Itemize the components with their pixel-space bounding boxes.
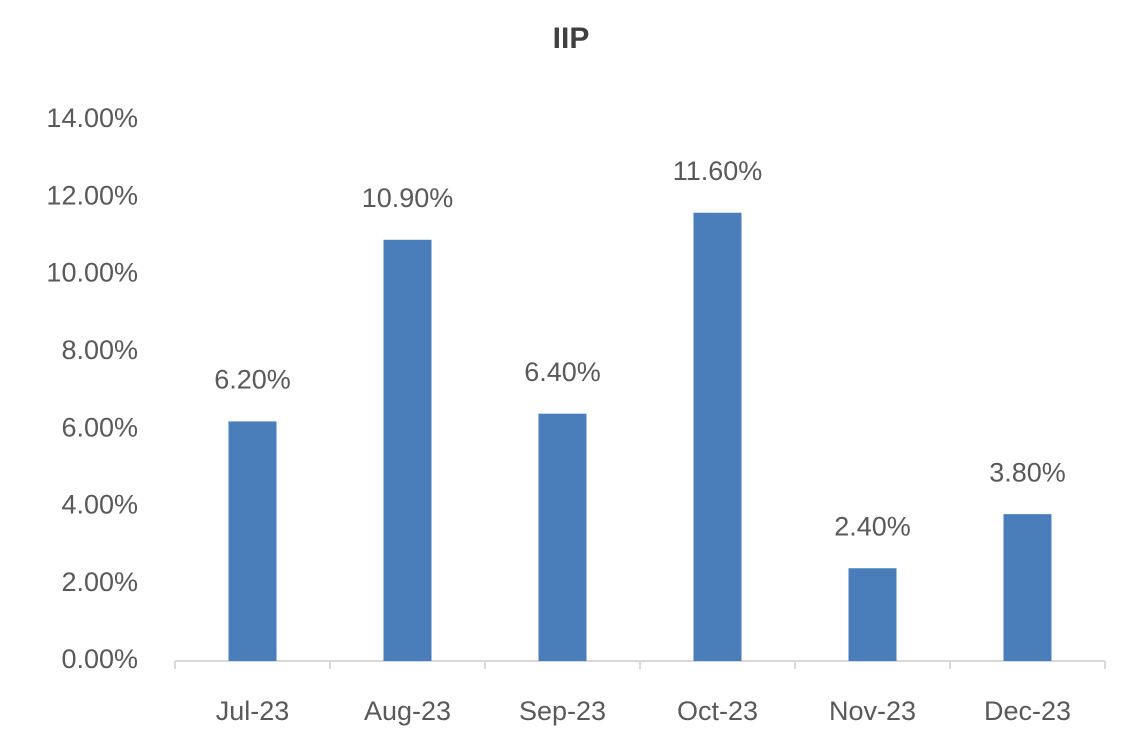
y-tick-label: 0.00%	[61, 644, 138, 674]
x-tick-label: Dec-23	[984, 696, 1071, 726]
data-label: 6.20%	[214, 365, 291, 395]
bar	[848, 568, 897, 661]
bar	[1003, 514, 1052, 661]
bar	[228, 421, 277, 661]
bar	[693, 212, 742, 661]
y-tick-label: 14.00%	[46, 103, 138, 133]
chart-title: IIP	[553, 22, 590, 55]
data-label: 2.40%	[834, 511, 911, 541]
y-tick-label: 12.00%	[46, 180, 138, 210]
y-tick-label: 10.00%	[46, 258, 138, 288]
data-label: 10.90%	[362, 183, 454, 213]
y-tick-label: 6.00%	[61, 412, 138, 442]
bar	[383, 239, 432, 662]
y-tick-label: 4.00%	[61, 490, 138, 520]
data-label: 11.60%	[673, 156, 763, 186]
data-label: 6.40%	[524, 357, 601, 387]
x-tick-label: Sep-23	[519, 696, 606, 726]
data-label: 3.80%	[989, 457, 1066, 487]
x-tick-label: Aug-23	[364, 696, 451, 726]
y-tick-label: 2.00%	[61, 567, 138, 597]
x-tick-label: Nov-23	[829, 696, 916, 726]
bar	[538, 413, 587, 661]
y-tick-label: 8.00%	[61, 335, 138, 365]
x-tick-label: Jul-23	[216, 696, 290, 726]
x-tick-label: Oct-23	[677, 696, 758, 726]
